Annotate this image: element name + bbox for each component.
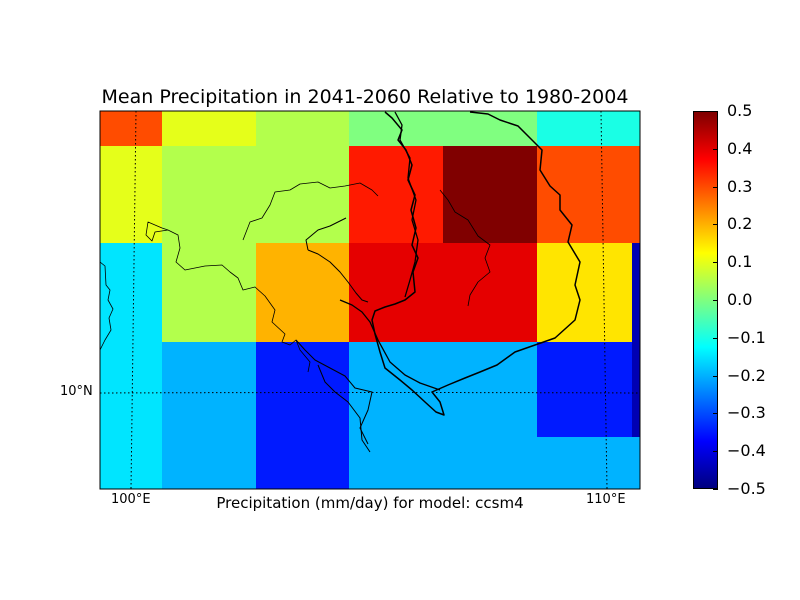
- river-line-1: [394, 111, 419, 298]
- grid-cell-r1-c0: [100, 146, 163, 244]
- grid-cell-r1-c5: [537, 146, 633, 244]
- colorbar-tick-mark: [713, 186, 718, 188]
- colorbar-tick-mark: [713, 375, 718, 377]
- grid-cell-r0-c0: [100, 111, 163, 147]
- border-line-3: [242, 181, 379, 241]
- grid-cell-r0-c6: [632, 111, 640, 147]
- grid-cell-east-strip: [632, 243, 640, 437]
- coast-main: [371, 111, 581, 416]
- grid-cell-r1-c6: [632, 146, 640, 244]
- lon-label-110e: 110°E: [586, 492, 626, 507]
- parallel-10n: [100, 392, 640, 394]
- colorbar-tick-mark: [713, 262, 718, 264]
- grid-cell-r4-c4: [443, 437, 538, 489]
- colorbar-tick-mark: [713, 413, 718, 415]
- colorbar-tick-label: −0.1: [727, 327, 766, 347]
- colorbar-tick-mark: [713, 489, 718, 490]
- map-frame: [99, 110, 641, 490]
- grid-cell-r4-c5: [537, 437, 633, 489]
- grid-cell-r2-c4: [443, 243, 538, 343]
- grid-cell-r4-c1: [162, 437, 257, 489]
- grid-cell-r4-c6: [632, 437, 640, 489]
- delta-line: [317, 364, 371, 453]
- colorbar-tick-mark: [713, 148, 718, 150]
- colorbar-tick-mark: [713, 111, 718, 112]
- colorbar-tick-label: −0.2: [727, 365, 766, 385]
- colorbar-tick-mark: [713, 300, 718, 301]
- grid-cell-r1-c4: [443, 146, 538, 244]
- mekong-line: [307, 249, 369, 303]
- grid-cell-r0-c3: [349, 111, 444, 147]
- grid-cell-r2-c3: [349, 243, 444, 343]
- grid-cell-r2-c2: [256, 243, 350, 343]
- colorbar-tick-label: −0.3: [727, 403, 766, 423]
- grid-cell-r3-c0: [100, 342, 163, 438]
- colorbar-tick-mark: [713, 337, 718, 339]
- grid-cell-r2-c5: [537, 243, 633, 343]
- colorbar-tick-label: 0.0: [727, 290, 753, 309]
- grid-cell-r3-c4: [443, 342, 538, 438]
- meridian-100e: [130, 111, 137, 489]
- river-line-2: [339, 299, 441, 391]
- grid-cell-r3-c2: [256, 342, 350, 438]
- grid-cell-r1-c2: [256, 146, 350, 244]
- coastlines: [100, 111, 581, 453]
- colorbar-tick-label: 0.4: [727, 138, 753, 158]
- colorbar-tick-label: −0.4: [727, 441, 766, 461]
- grid-cell-r3-c5: [537, 342, 633, 438]
- gulf-coast: [295, 339, 373, 445]
- colorbar-tick-mark: [713, 451, 718, 453]
- meridian-110e: [600, 111, 608, 489]
- grid-cell-r3-c3: [349, 342, 444, 438]
- graticule: [100, 111, 640, 489]
- colorbar-tick-label: 0.1: [727, 252, 753, 272]
- colorbar-tick-label: 0.5: [727, 101, 753, 120]
- border-line-4: [439, 189, 491, 307]
- colorbar-tick-label: 0.3: [727, 176, 753, 196]
- grid-cell-r4-c2: [256, 437, 350, 489]
- colorbar-tick-label: −0.5: [727, 479, 766, 498]
- lon-label-100e: 100°E: [111, 492, 151, 507]
- grid-cell-r3-c1: [162, 342, 257, 438]
- lat-label-10n: 10°N: [60, 384, 93, 399]
- grid-cell-r4-c3: [349, 437, 444, 489]
- x-axis-label: Precipitation (mm/day) for model: ccsm4: [216, 494, 524, 512]
- grid-cell-r1-c1: [162, 146, 257, 244]
- colorbar-tick-label: 0.2: [727, 214, 753, 234]
- border-line-1: [100, 261, 114, 351]
- grid-cell-r1-c3: [349, 146, 444, 244]
- chart-title: Mean Precipitation in 2041-2060 Relative…: [101, 86, 629, 108]
- precipitation-grid: [100, 111, 640, 489]
- grid-cell-r2-c1: [162, 243, 257, 343]
- grid-cell-r0-c5: [537, 111, 633, 147]
- grid-cell-r0-c4: [443, 111, 538, 147]
- mekong-branch: [305, 217, 347, 251]
- grid-cell-r0-c2: [256, 111, 350, 147]
- colorbar-tick-mark: [713, 224, 718, 226]
- grid-cell-r0-c1: [162, 111, 257, 147]
- border-line-2: [145, 221, 311, 373]
